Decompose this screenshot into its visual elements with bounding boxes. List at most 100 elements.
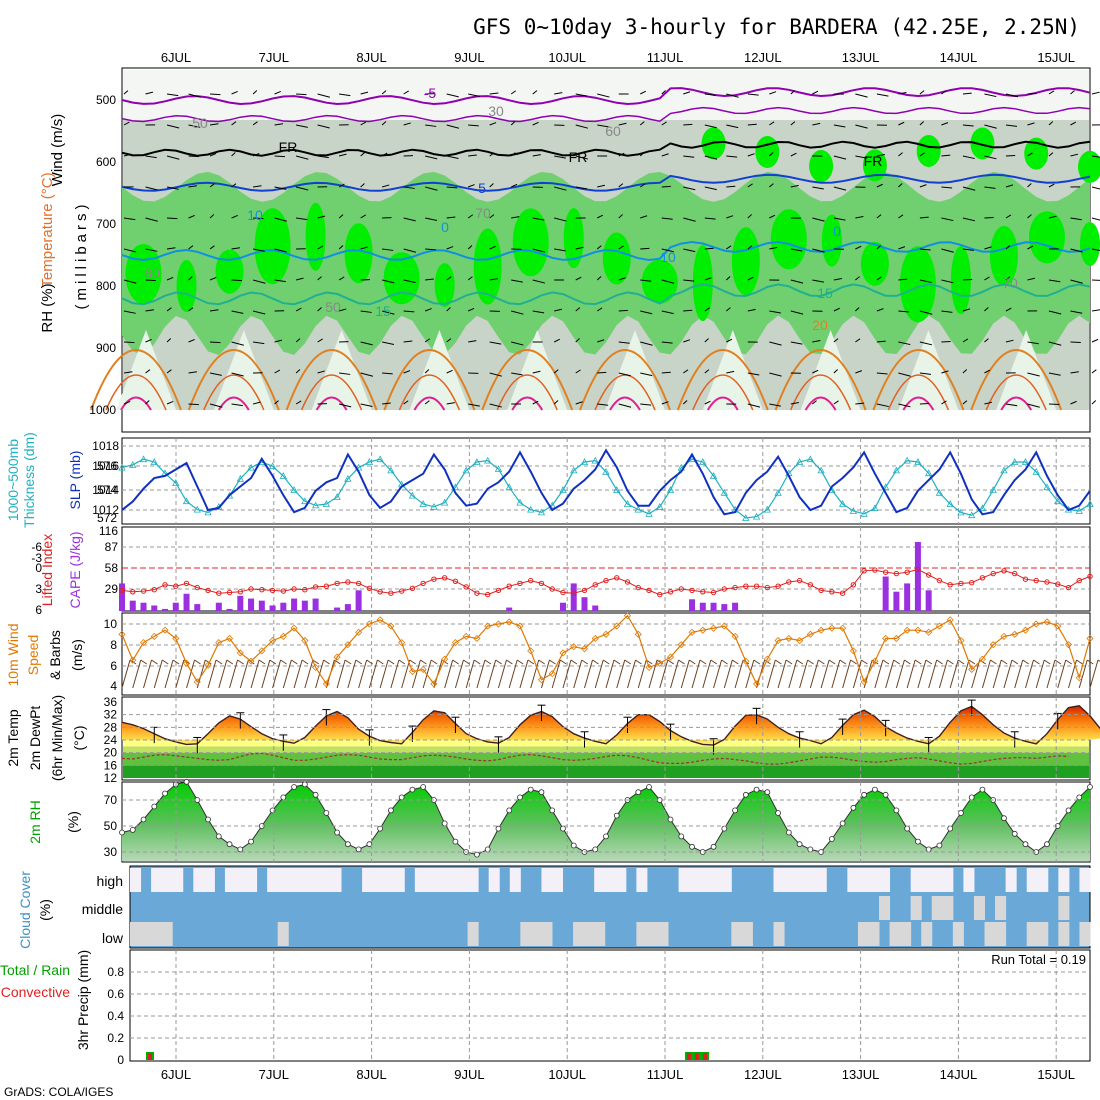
wind-barb <box>145 217 158 222</box>
wind-barb <box>1027 372 1040 377</box>
wind-barb-flag <box>839 659 847 665</box>
wind-barb <box>962 338 969 343</box>
cloud-cell-high <box>1037 868 1049 892</box>
wind-barb <box>382 402 391 405</box>
wind-barb-flag <box>796 659 804 665</box>
cape-bar <box>248 598 255 611</box>
wind-barb <box>1005 403 1018 407</box>
wind-barb <box>209 245 215 250</box>
wind-barb <box>532 248 546 253</box>
wind-barb-10m <box>895 659 905 689</box>
cape-series <box>119 542 1093 611</box>
wind-barb-10m <box>584 659 593 689</box>
rh-grid <box>122 782 1090 862</box>
wind-barb <box>511 341 524 346</box>
wind-barb-10m <box>1078 659 1088 689</box>
thickness-point <box>752 512 761 520</box>
li-point <box>377 589 383 595</box>
li-point <box>667 589 674 595</box>
temp-label-2m-temp: 2m Temp <box>5 709 21 767</box>
thickness-point <box>484 456 492 464</box>
wind-barb <box>790 184 799 188</box>
rh-point <box>409 786 416 793</box>
axis-tick-label: 0 <box>117 1053 124 1067</box>
wind-barb <box>1091 248 1100 252</box>
wind-barb-10m <box>465 659 475 689</box>
wind-barb <box>768 152 774 157</box>
wind-barb-flag <box>1033 659 1040 665</box>
li-point <box>861 568 867 574</box>
cloud-cell-low <box>857 922 869 946</box>
wind-barb-10m <box>949 659 959 689</box>
cloud-cell-high <box>130 868 142 892</box>
chart-title: GFS 0~10day 3-hourly for BARDERA (42.25E… <box>473 15 1080 39</box>
cloud-cell-low <box>541 922 553 946</box>
wind-barb-10m <box>401 659 411 689</box>
rh-point <box>420 784 427 790</box>
rh-band-saturated <box>254 208 291 285</box>
wind-speed-point <box>645 663 653 671</box>
wind-barb <box>166 247 176 250</box>
wind-barb <box>360 152 365 157</box>
wind-barb-flag <box>1011 659 1019 665</box>
rh-point <box>1022 841 1029 848</box>
thickness-point <box>150 458 158 465</box>
wind-barb-flag <box>656 659 664 665</box>
wind-barb <box>962 278 973 281</box>
wind-barb <box>274 339 283 343</box>
li-point <box>1087 573 1093 580</box>
precip-label-total-rain: Total / Rain <box>0 962 70 978</box>
wind-barb-10m <box>702 659 712 689</box>
li-point <box>1055 581 1061 587</box>
wind-barb <box>919 341 933 346</box>
wind-barb <box>188 93 201 98</box>
wind-barb <box>618 183 624 188</box>
li-point <box>635 584 641 591</box>
wind-speed-point <box>806 630 814 638</box>
wind-barb <box>575 186 588 190</box>
wind-barb-10m <box>627 659 636 689</box>
li-point <box>538 580 545 587</box>
wind-barb <box>725 307 731 312</box>
wind-barb <box>188 307 194 312</box>
wind-barb <box>725 276 731 281</box>
wind-barb <box>1027 92 1037 95</box>
axis-tick-label: -6 <box>31 540 42 554</box>
li-point <box>775 583 781 589</box>
wind-barb-10m <box>519 659 529 689</box>
li-point <box>947 582 953 588</box>
cape-bar <box>506 607 513 611</box>
wind-barb <box>941 370 949 374</box>
wind-speed-point <box>753 680 761 688</box>
wind-barb <box>338 245 344 250</box>
wind-barb <box>554 92 563 95</box>
wind-speed-point <box>634 630 642 638</box>
axis-tick-label: 6 <box>35 603 42 617</box>
wind-barb <box>618 122 627 126</box>
wind-barb <box>403 400 409 405</box>
wind-barb <box>661 153 669 157</box>
contour-label: 10 <box>247 207 263 223</box>
wind-barb-flag <box>291 659 298 665</box>
thickness-point <box>516 498 524 506</box>
cloud-cell-middle <box>995 896 1007 920</box>
thickness-point <box>1032 467 1040 475</box>
cape-bar <box>882 576 889 611</box>
li-point <box>248 586 254 592</box>
li-point <box>345 579 351 585</box>
wind-speed-point <box>279 632 287 640</box>
wind-barb <box>231 121 237 126</box>
wind-barb <box>812 90 819 95</box>
rh-label-unit: (%) <box>65 811 81 833</box>
wind-barb-flag <box>1000 659 1008 665</box>
li-point <box>549 586 555 592</box>
wind-barb-10m <box>411 659 421 689</box>
wind-speed-point <box>860 678 868 686</box>
wind-barb <box>833 217 846 221</box>
wind-speed-point <box>365 620 373 628</box>
thickness-point <box>849 507 858 514</box>
rh-band-saturated <box>950 246 971 315</box>
axis-tick-label: 50 <box>104 819 118 833</box>
wind-barb-flag <box>785 659 793 665</box>
